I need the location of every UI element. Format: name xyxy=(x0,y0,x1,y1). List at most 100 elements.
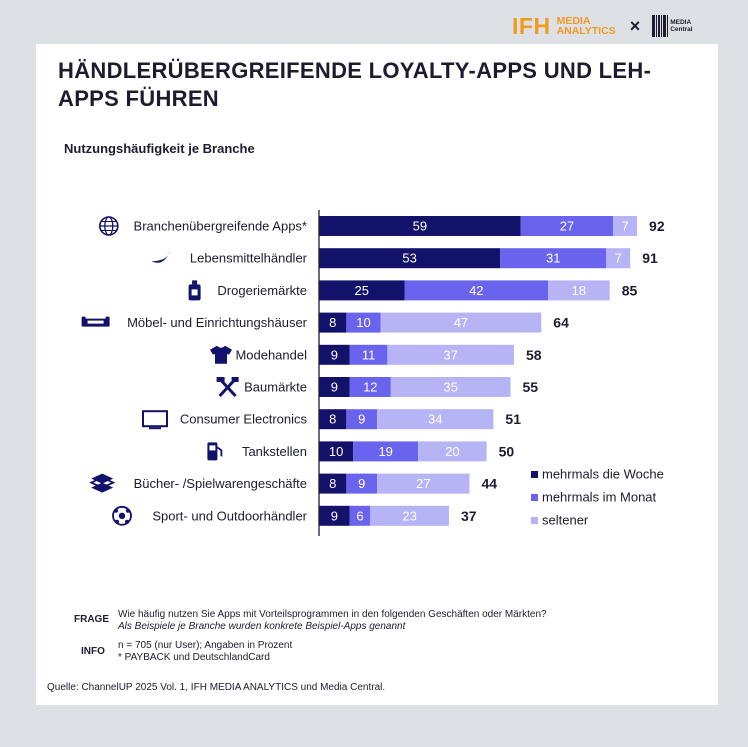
ifh-logo: IFH xyxy=(512,12,551,39)
bar-segment xyxy=(606,248,631,269)
data-label: 10 xyxy=(356,315,370,330)
bar-segment xyxy=(380,312,542,333)
media-analytics-logo: MEDIA ANALYTICS xyxy=(556,15,616,37)
bar-segment xyxy=(319,409,347,430)
data-label: 7 xyxy=(621,219,628,234)
page-title: HÄNDLERÜBERGREIFENDE LOYALTY-APPS UND LE… xyxy=(58,58,652,111)
bar-segment xyxy=(319,248,501,269)
total-label: 64 xyxy=(553,315,569,331)
media-analytics-line1: MEDIA xyxy=(556,15,591,27)
total-label: 37 xyxy=(461,508,477,524)
category-label: Consumer Electronics xyxy=(180,412,308,427)
category-label: Modehandel xyxy=(235,347,307,362)
category-label: Baumärkte xyxy=(244,380,307,395)
data-label: 9 xyxy=(358,476,365,491)
bar-segment xyxy=(349,344,388,365)
ball-icon xyxy=(112,505,132,526)
media-analytics-line2: ANALYTICS xyxy=(556,25,616,37)
tools-icon xyxy=(216,377,239,398)
data-label: 34 xyxy=(428,412,442,427)
category-label: Möbel- und Einrichtungshäuser xyxy=(127,315,308,330)
bar-segment xyxy=(346,473,378,494)
data-label: 9 xyxy=(331,380,338,395)
monitor-icon xyxy=(142,410,168,430)
legend-entry: mehrmals die Woche xyxy=(542,467,664,482)
cross-icon: × xyxy=(629,15,641,36)
data-label: 18 xyxy=(572,283,586,298)
category-label: Branchenübergreifende Apps* xyxy=(134,219,307,234)
data-label: 37 xyxy=(443,347,457,362)
media-central-line2: Central xyxy=(670,26,693,33)
bar-segment xyxy=(319,312,347,333)
books-icon xyxy=(89,473,116,493)
data-label: 35 xyxy=(443,380,457,395)
shirt-icon xyxy=(210,345,232,364)
sofa-icon xyxy=(81,316,110,327)
legend-swatch xyxy=(531,494,538,501)
data-label: 7 xyxy=(615,251,622,266)
category-label: Tankstellen xyxy=(242,444,307,459)
bar-segment xyxy=(319,441,354,462)
bar-segment xyxy=(349,377,391,397)
fuel-pump-icon xyxy=(207,442,223,461)
bar-segment xyxy=(346,312,381,333)
globe-icon xyxy=(99,216,119,236)
bar-segment xyxy=(319,505,350,526)
frage-text: Wie häufig nutzen Sie Apps mit Vorteilsp… xyxy=(118,609,547,620)
total-label: 85 xyxy=(622,282,638,298)
barcode-icon xyxy=(652,15,669,37)
data-label: 8 xyxy=(329,412,336,427)
legend-entry: mehrmals im Monat xyxy=(542,490,657,505)
info-line2: * PAYBACK und DeutschlandCard xyxy=(118,652,270,663)
media-central-logo: MEDIA Central xyxy=(652,15,693,37)
data-label: 9 xyxy=(331,347,338,362)
bar-segment xyxy=(613,216,638,236)
bar-segment xyxy=(387,344,514,365)
header-logos: IFH MEDIA ANALYTICS × MEDIA Central xyxy=(512,12,738,40)
bar-segment xyxy=(548,280,610,301)
data-label: 19 xyxy=(378,444,392,459)
data-label: 53 xyxy=(402,251,416,266)
legend-swatch xyxy=(531,517,538,524)
total-label: 55 xyxy=(523,379,539,395)
chart-subtitle: Nutzungshäufigkeit je Branche xyxy=(64,141,255,156)
bar-segment xyxy=(418,441,487,462)
data-label: 8 xyxy=(329,476,336,491)
frage-label: FRAGE xyxy=(74,614,109,625)
info-label: INFO xyxy=(81,646,105,657)
data-label: 8 xyxy=(329,315,336,330)
bar-segment xyxy=(404,280,549,301)
bar-segment xyxy=(353,441,419,462)
bar-segment xyxy=(500,248,607,269)
data-label: 11 xyxy=(362,347,376,362)
data-label: 31 xyxy=(546,251,560,266)
category-label: Bücher- /Spielwarengeschäfte xyxy=(134,476,307,491)
category-label: Drogeriemärkte xyxy=(217,283,307,298)
total-label: 92 xyxy=(649,218,665,234)
data-label: 42 xyxy=(469,283,483,298)
chart-card: HÄNDLERÜBERGREIFENDE LOYALTY-APPS UND LE… xyxy=(36,44,718,705)
bar-segment xyxy=(349,505,371,526)
bar-segment xyxy=(319,216,521,236)
bar-segment xyxy=(319,377,350,397)
data-label: 12 xyxy=(363,380,377,395)
bar-segment xyxy=(390,377,511,397)
data-label: 23 xyxy=(402,508,416,523)
category-label: Lebensmittelhändler xyxy=(190,251,308,266)
data-label: 47 xyxy=(454,315,468,330)
bottle-icon xyxy=(188,280,201,301)
total-label: 91 xyxy=(642,250,658,266)
info-line1: n = 705 (nur User); Angaben in Prozent xyxy=(118,640,293,651)
bar-segment xyxy=(377,409,494,430)
banana-icon xyxy=(151,250,171,263)
bar-segment xyxy=(319,280,405,301)
data-label: 20 xyxy=(445,444,459,459)
bar-segment xyxy=(346,409,378,430)
data-label: 10 xyxy=(329,444,343,459)
data-label: 59 xyxy=(413,219,427,234)
total-label: 51 xyxy=(505,411,521,427)
bar-segment xyxy=(520,216,614,236)
source-note: Quelle: ChannelUP 2025 Vol. 1, IFH MEDIA… xyxy=(47,682,386,693)
media-central-line1: MEDIA xyxy=(670,19,692,26)
total-label: 50 xyxy=(499,443,515,459)
